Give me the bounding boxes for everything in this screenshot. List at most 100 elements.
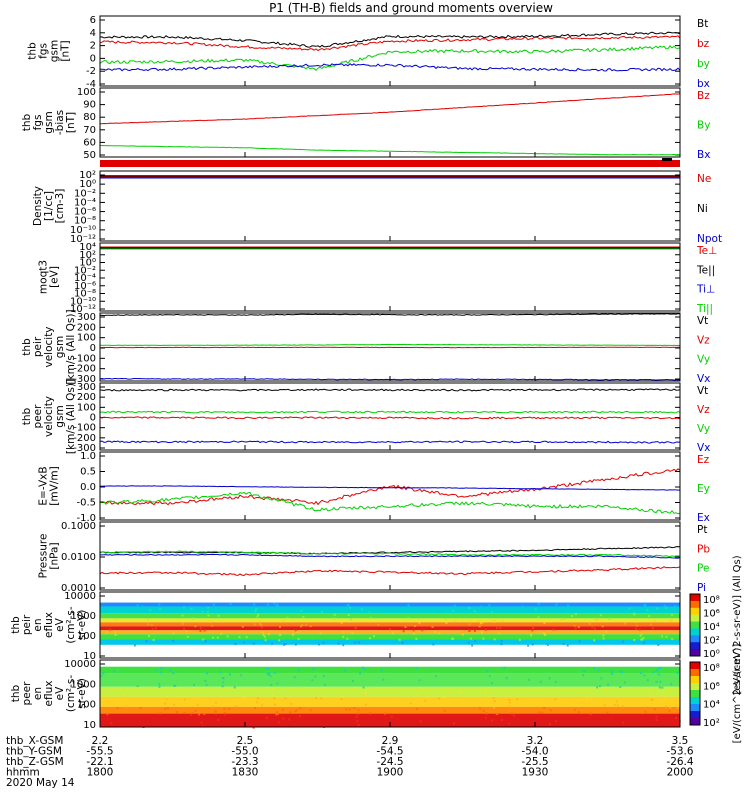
spec-speck: [419, 720, 422, 723]
spec-speck: [543, 707, 546, 710]
spec-speck: [261, 704, 264, 707]
spec-speck: [402, 630, 405, 633]
spec-speck: [223, 711, 226, 714]
spec-speck: [530, 634, 533, 637]
spec-speck: [527, 644, 530, 647]
spec-speck: [611, 672, 614, 675]
ylabel-line: thb: [27, 42, 39, 60]
spec-speck: [345, 708, 348, 711]
spec-speck: [211, 624, 214, 627]
ylabel-line: gsm: [54, 405, 66, 427]
spec-speck: [496, 713, 499, 716]
spec-speck: [323, 683, 326, 686]
spec-speck: [347, 604, 350, 607]
spec-speck: [497, 606, 500, 609]
spec-speck: [288, 718, 291, 721]
spec-speck: [569, 606, 572, 609]
eph-value: 1930: [522, 767, 549, 779]
spec-speck: [317, 643, 320, 646]
spec-speck: [655, 715, 658, 718]
spec-speck: [344, 669, 347, 672]
ytick-label: 6: [90, 15, 96, 26]
spec-speck: [273, 671, 276, 674]
spec-speck: [619, 686, 622, 689]
spec-speck: [265, 716, 268, 719]
spec-speck: [275, 713, 278, 716]
spec-speck: [114, 631, 117, 634]
spec-speck: [562, 642, 565, 645]
spec-speck: [194, 625, 197, 628]
eph-value: -25.5: [521, 756, 548, 768]
spec-speck: [255, 701, 258, 704]
spec-speck: [643, 674, 646, 677]
ytick-label: 10⁻⁴: [74, 273, 96, 284]
spec-speck: [166, 696, 169, 699]
ylabel-line: [km/s (All Qs)]: [65, 309, 77, 384]
spec-speck: [616, 704, 619, 707]
ytick-label: 0: [90, 343, 96, 354]
spec-speck: [573, 624, 576, 627]
legend-vx: Vx: [697, 442, 710, 454]
spec-speck: [203, 629, 206, 632]
spec-speck: [349, 606, 352, 609]
ytick-label: 10⁻¹²: [70, 234, 96, 245]
spec-speck: [256, 697, 259, 700]
spec-speck: [425, 690, 428, 693]
ytick-label: 200: [77, 392, 96, 403]
spec-speck: [293, 676, 296, 679]
spec-speck: [566, 644, 569, 647]
ytick-label: 10000: [64, 659, 96, 670]
spec-speck: [163, 702, 166, 705]
spec-band: [100, 606, 680, 614]
spec-speck: [220, 632, 223, 635]
spec-speck: [505, 677, 508, 680]
ylabel-line: Density: [32, 186, 44, 226]
spec-speck: [560, 618, 563, 621]
spec-speck: [282, 643, 285, 646]
spec-speck: [633, 613, 636, 616]
spec-speck: [276, 682, 279, 685]
spec-band: [100, 639, 680, 645]
spec-speck: [658, 686, 661, 689]
legend-ni: Ni: [697, 203, 708, 215]
panel-frame: [99, 242, 681, 312]
cbar-label: 10²: [703, 636, 720, 647]
ytick-label: 0.0: [80, 482, 96, 493]
legend-pt: Pt: [697, 524, 707, 536]
spec-speck: [593, 639, 596, 642]
spec-speck: [453, 604, 456, 607]
cbar-label: 10⁸: [703, 595, 720, 606]
spec-speck: [340, 621, 343, 624]
ytick-label: 10⁻⁴: [74, 197, 96, 208]
ylabel-line: -bias: [54, 110, 66, 135]
series-vx-ele: [99, 440, 681, 444]
spec-speck: [322, 675, 325, 678]
spec-speck: [401, 642, 404, 645]
spec-speck: [357, 709, 360, 712]
spec-speck: [372, 635, 375, 638]
ytick-label: 10⁻⁶: [74, 281, 96, 292]
legend-vt: Vt: [697, 385, 708, 397]
eph-value: 1800: [87, 767, 114, 779]
spec-speck: [253, 603, 256, 606]
spec-speck: [299, 707, 302, 710]
spec-speck: [613, 704, 616, 707]
ytick-label: 10⁻⁸: [74, 216, 96, 227]
eph-value: -24.5: [376, 756, 403, 768]
ytick-label: 100: [77, 402, 96, 413]
eph-value: 2.5: [237, 735, 254, 747]
spec-speck: [175, 711, 178, 714]
spec-speck: [254, 610, 257, 613]
spec-speck: [485, 712, 488, 715]
spec-speck: [125, 705, 128, 708]
series-vt-ion: [99, 313, 681, 317]
spec-speck: [653, 708, 656, 711]
spec-speck: [488, 604, 491, 607]
spec-speck: [270, 683, 273, 686]
spec-speck: [500, 639, 503, 642]
spec-speck: [114, 633, 117, 636]
spec-speck: [199, 627, 202, 630]
spec-speck: [657, 667, 660, 670]
cbar-label: 10⁴: [703, 622, 720, 633]
spec-speck: [333, 613, 336, 616]
